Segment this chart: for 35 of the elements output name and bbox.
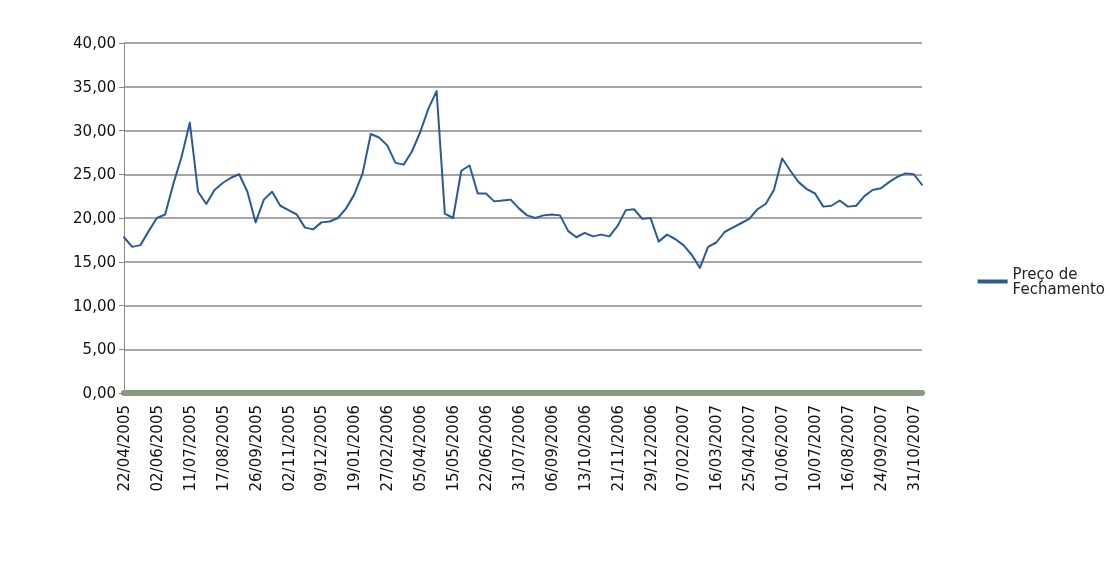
x-tick-label: 09/12/2005 xyxy=(312,405,331,492)
y-tick-label: 20,00 xyxy=(73,209,116,227)
x-tick-label: 31/07/2006 xyxy=(509,405,528,492)
x-tick-label: 24/09/2007 xyxy=(871,405,890,492)
y-tick-label: 25,00 xyxy=(73,165,116,184)
x-tick-label: 26/09/2005 xyxy=(246,405,265,492)
x-tick-label: 02/06/2005 xyxy=(147,405,166,492)
y-tick-label: 5,00 xyxy=(82,340,116,359)
x-tick-label: 22/06/2006 xyxy=(476,405,495,492)
y-tick-label: 15,00 xyxy=(73,252,116,271)
x-tick-label: 16/08/2007 xyxy=(838,405,857,492)
y-tick-label: 35,00 xyxy=(73,77,116,96)
x-tick-label: 06/09/2006 xyxy=(542,405,561,492)
x-tick-label: 02/11/2005 xyxy=(279,405,298,492)
y-tick-label: 10,00 xyxy=(73,296,116,315)
x-tick-label: 15/05/2006 xyxy=(444,405,463,492)
x-tick-label: 07/02/2007 xyxy=(674,405,693,492)
x-tick-label: 16/03/2007 xyxy=(707,405,726,492)
x-tick-label: 29/12/2006 xyxy=(641,405,660,492)
y-tick-label: 0,00 xyxy=(82,384,116,402)
x-tick-label: 11/07/2005 xyxy=(180,405,199,492)
x-tick-label: 25/04/2007 xyxy=(740,405,759,492)
legend-label: Preço de Fechamento xyxy=(1012,265,1105,298)
x-tick-label: 05/04/2006 xyxy=(411,405,430,492)
x-tick-label: 13/10/2006 xyxy=(575,405,594,492)
x-tick-label: 01/06/2007 xyxy=(773,405,792,492)
x-tick-label: 10/07/2007 xyxy=(806,405,825,492)
x-tick-label: 31/10/2007 xyxy=(904,405,923,492)
x-tick-label: 19/01/2006 xyxy=(345,405,364,492)
y-tick-label: 40,00 xyxy=(73,34,116,52)
x-tick-label: 22/04/2005 xyxy=(115,405,133,492)
y-tick-label: 30,00 xyxy=(73,121,116,140)
x-tick-label: 27/02/2006 xyxy=(378,405,397,492)
x-tick-label: 21/11/2006 xyxy=(608,405,627,492)
x-tick-label: 17/08/2005 xyxy=(213,405,232,492)
